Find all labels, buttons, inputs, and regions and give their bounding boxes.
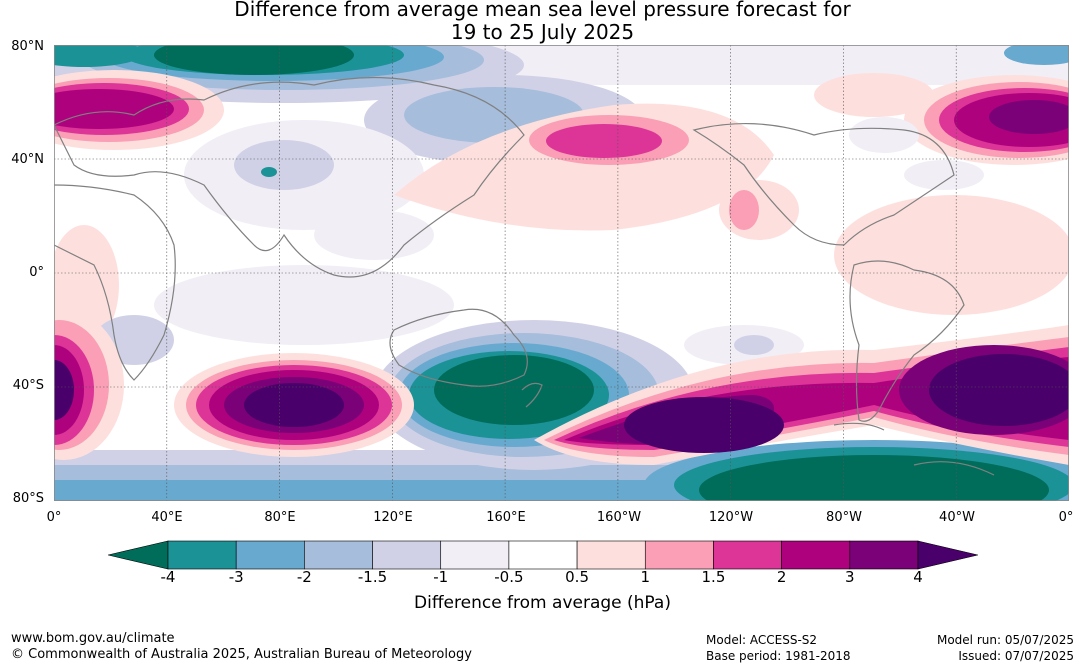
lon-label-40w: 40°W bbox=[939, 510, 975, 525]
footer-website[interactable]: www.bom.gov.au/climate bbox=[11, 631, 175, 646]
colorbar-tick-label: -0.5 bbox=[494, 568, 524, 586]
colorbar-extend-low bbox=[107, 540, 169, 570]
lon-label-80w: 80°W bbox=[826, 510, 862, 525]
lon-label-120w: 120°W bbox=[708, 510, 754, 525]
footer-base-period: Base period: 1981-2018 bbox=[706, 649, 851, 663]
colorbar-segment bbox=[304, 540, 373, 570]
footer-copyright: © Commonwealth of Australia 2025, Austra… bbox=[11, 647, 472, 662]
colorbar-tick-label: 0.5 bbox=[565, 568, 589, 586]
lat-label-40n: 40°N bbox=[11, 152, 44, 167]
lon-label-40e: 40°E bbox=[151, 510, 183, 525]
title-line-1: Difference from average mean sea level p… bbox=[234, 0, 851, 21]
colorbar-segment bbox=[508, 540, 578, 570]
colorbar bbox=[107, 540, 979, 570]
north-pacific-high-region bbox=[394, 103, 799, 240]
colorbar-label: Difference from average (hPa) bbox=[414, 593, 671, 613]
lon-label-0-west: 0° bbox=[46, 510, 62, 525]
map-canvas bbox=[54, 45, 1069, 501]
colorbar-tick-label: 1 bbox=[640, 568, 651, 586]
colorbar-segment bbox=[713, 540, 782, 570]
lat-label-40s: 40°S bbox=[12, 378, 44, 393]
colorbar-svg bbox=[107, 540, 979, 570]
lat-label-80s: 80°S bbox=[12, 491, 44, 506]
colorbar-segment bbox=[235, 540, 305, 570]
footer-model: Model: ACCESS-S2 bbox=[706, 633, 818, 647]
colorbar-tick-label: -1.5 bbox=[357, 568, 388, 586]
colorbar-segment bbox=[167, 540, 237, 570]
map-frame bbox=[54, 45, 1069, 501]
title-line-2: 19 to 25 July 2025 bbox=[450, 20, 635, 44]
footer-model-run: Model run: 05/07/2025 bbox=[936, 633, 1074, 647]
arctic-low-region bbox=[54, 45, 1069, 103]
pressure-anomaly-map bbox=[54, 45, 1069, 501]
colorbar-tick-label: 4 bbox=[913, 568, 923, 586]
colorbar-tick-label: -4 bbox=[160, 568, 176, 586]
asia-low-region bbox=[184, 75, 644, 260]
europe-high-region bbox=[54, 70, 224, 150]
southern-ocean-low-band bbox=[54, 440, 1069, 501]
colorbar-tick-label: -3 bbox=[228, 568, 244, 586]
colorbar-tick-label: 2 bbox=[776, 568, 787, 586]
colorbar-tick-label: -1 bbox=[433, 568, 449, 586]
colorbar-tick-label: 1.5 bbox=[701, 568, 726, 586]
lat-label-equator: 0° bbox=[29, 265, 44, 280]
coastlines bbox=[54, 76, 995, 476]
lon-label-0-east: 0° bbox=[1058, 510, 1074, 525]
lon-label-160e: 160°E bbox=[486, 510, 526, 525]
north-atlantic-high-region bbox=[904, 75, 1069, 165]
lon-label-80e: 80°E bbox=[264, 510, 296, 525]
chart-title: Difference from average mean sea level p… bbox=[0, 0, 1085, 44]
colorbar-segment bbox=[849, 540, 919, 570]
colorbar-extend-high bbox=[917, 540, 979, 570]
colorbar-segment bbox=[576, 540, 646, 570]
colorbar-tick-label: -2 bbox=[296, 568, 312, 586]
lon-label-160w: 160°W bbox=[596, 510, 642, 525]
colorbar-segment bbox=[781, 540, 851, 570]
south-atlantic-west-high bbox=[54, 310, 124, 460]
colorbar-segment bbox=[372, 540, 442, 570]
map-gridlines bbox=[54, 45, 1069, 501]
colorbar-tick-label: 3 bbox=[845, 568, 855, 586]
colorbar-segment bbox=[644, 540, 714, 570]
indian-ocean-high-region bbox=[174, 353, 414, 457]
footer-issued: Issued: 07/07/2025 bbox=[958, 649, 1074, 663]
lon-label-120e: 120°E bbox=[373, 510, 413, 525]
south-pacific-atlantic-high-band bbox=[534, 325, 1069, 465]
colorbar-segment bbox=[440, 540, 510, 570]
lat-label-80n: 80°N bbox=[11, 39, 44, 54]
